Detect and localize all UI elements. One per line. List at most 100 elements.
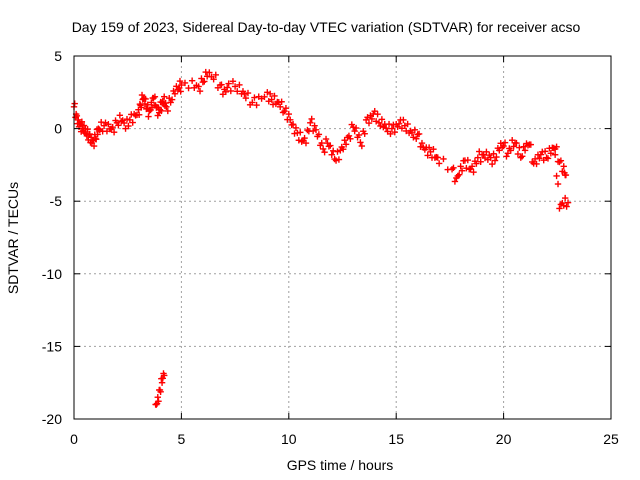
data-point [521,147,529,154]
data-point [358,142,366,150]
data-point [297,129,304,136]
plot-frame [73,55,612,420]
data-point [560,163,567,170]
data-point [84,126,91,133]
data-point [253,101,260,109]
data-point [474,154,482,161]
data-point [244,89,252,97]
data-point [434,154,441,161]
data-point [138,91,146,99]
data-point [144,101,151,108]
data-point [332,157,340,164]
data-point [563,203,570,210]
x-tick-label: 0 [70,431,78,447]
data-point [154,394,161,401]
data-point [222,88,229,96]
data-point [514,150,522,158]
data-point [424,152,431,159]
data-point [155,398,162,405]
data-point [141,100,149,108]
data-point [454,172,461,180]
data-point [287,116,294,124]
data-point [321,148,328,156]
data-point [278,98,285,105]
data-point [171,90,179,97]
data-point [450,164,457,172]
data-point [158,107,165,115]
data-point [491,157,499,164]
data-point [498,144,506,151]
data-point [157,388,164,396]
data-point [229,78,237,85]
data-point [516,144,523,151]
data-point [337,147,344,154]
data-point [458,167,466,174]
data-point [448,166,456,173]
data-point [322,135,330,143]
data-point [145,107,153,115]
data-point [110,129,118,136]
data-point [164,107,171,115]
data-point [268,96,275,103]
data-point [334,148,341,155]
data-series [70,68,572,408]
data-point [163,103,170,111]
data-point [159,375,166,382]
data-point [218,81,225,88]
data-point [374,110,381,118]
data-point [281,107,288,115]
data-point [156,106,164,113]
data-point [352,124,360,132]
data-point [80,122,88,129]
data-point [261,93,268,101]
data-point [325,143,333,150]
data-point [355,131,363,139]
data-point [483,148,490,156]
data-point [490,150,497,157]
data-point [391,128,398,136]
data-point [177,88,184,95]
data-point [161,93,168,100]
data-point [387,130,394,138]
data-point [100,122,108,129]
data-point [556,205,563,212]
x-axis-label: GPS time / hours [287,457,394,473]
data-point [181,79,189,87]
data-point [464,156,471,164]
data-point [90,142,98,150]
data-point [430,146,437,153]
data-point [564,199,572,206]
data-point [225,80,232,87]
x-tick-label: 5 [178,431,186,447]
data-point [138,104,145,111]
data-point [543,154,550,161]
data-point [236,81,243,89]
data-point [378,116,386,123]
data-point [380,123,387,131]
data-point [468,163,476,170]
x-tick-label: 20 [496,431,512,447]
data-point [71,100,78,107]
data-point [351,127,358,135]
data-point [292,124,300,132]
data-point [148,99,155,106]
data-point [404,120,411,128]
data-point [129,119,136,126]
data-point [315,131,323,138]
data-point [319,145,327,153]
data-point [500,142,507,150]
data-point [249,99,256,106]
data-point [377,122,384,130]
data-point [307,119,314,126]
data-point [435,160,443,167]
data-point [440,155,447,163]
data-point [503,153,510,160]
data-point [154,112,161,119]
data-point [210,76,217,83]
data-point [560,202,567,209]
grid-lines [74,56,611,419]
data-point [418,139,426,147]
data-point [415,130,423,138]
data-point [123,115,131,123]
x-tick-labels: 0 5 10 15 20 25 [70,431,619,447]
